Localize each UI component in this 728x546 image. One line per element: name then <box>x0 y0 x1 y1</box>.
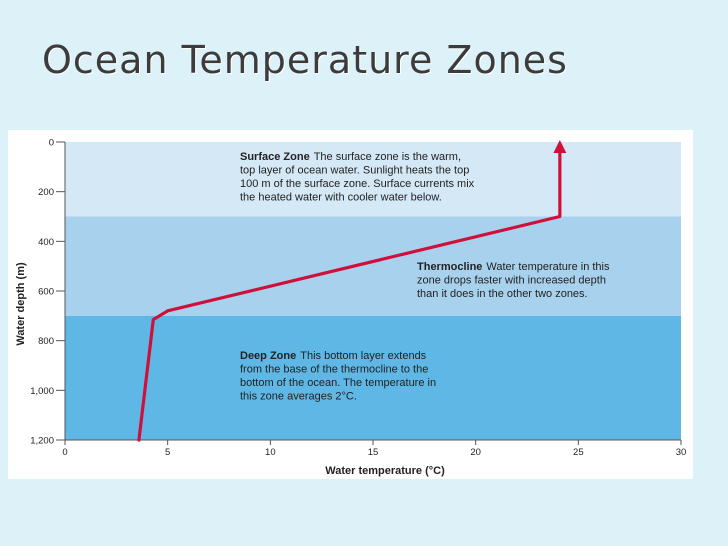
y-tick-label: 1,200 <box>30 436 54 447</box>
zone-heading: Thermocline <box>417 261 482 273</box>
zone-text-line: bottom of the ocean. The temperature in <box>240 377 436 389</box>
axes-layer: 0 200 400 600 800 1,000 1,200 0 5 10 15 20 25 30 Water… <box>15 138 686 478</box>
zone-text-line: zone drops faster with increased depth <box>417 275 606 287</box>
zone-band-surface <box>65 142 681 217</box>
zone-text-line: this zone averages 2°C. <box>240 391 357 403</box>
x-tick-label: 30 <box>676 447 687 458</box>
y-tick-label: 0 <box>49 138 54 149</box>
x-tick-label: 20 <box>470 447 481 458</box>
y-axis-title: Water depth (m) <box>15 262 27 346</box>
temperature-profile-layer <box>137 140 567 442</box>
zone-text-line-body: Water temperature in this <box>486 261 610 273</box>
y-tick-label: 600 <box>38 287 54 298</box>
zone-text-line: from the base of the thermocline to the <box>240 364 428 376</box>
x-tick-label: 0 <box>62 447 67 458</box>
zone-text-line-body: zone drops faster with increased depth <box>417 275 606 287</box>
zone-heading: Surface Zone <box>240 151 310 163</box>
zone-descriptions-layer: Surface Zone The surface zone is the warm… <box>240 151 610 403</box>
zone-text-deep: Deep Zone This bottom layer extends from t… <box>240 350 436 403</box>
ocean-temperature-chart: 0 200 400 600 800 1,000 1,200 0 5 10 15 20 25 30 Water… <box>15 138 686 478</box>
zone-text-line: Surface Zone The surface zone is the warm… <box>240 151 461 163</box>
y-tick-label: 400 <box>38 237 54 248</box>
y-tick-label: 800 <box>38 336 54 347</box>
x-tick-label: 5 <box>165 447 170 458</box>
slide-title: Ocean Temperature Zones <box>42 38 568 82</box>
zones-layer <box>65 142 681 440</box>
zone-text-line-body: bottom of the ocean. The temperature in <box>240 377 436 389</box>
zone-text-surface: Surface Zone The surface zone is the warm… <box>240 151 475 204</box>
zone-text-line: Deep Zone This bottom layer extends <box>240 350 427 362</box>
zone-text-line: Thermocline Water temperature in this <box>417 261 610 273</box>
zone-text-line: the heated water with cooler water below… <box>240 192 442 204</box>
zone-text-line: than it does in the other two zones. <box>417 288 588 300</box>
zone-band-thermocline <box>65 216 681 316</box>
ocean-temperature-chart-panel: 0 200 400 600 800 1,000 1,200 0 5 10 15 20 25 30 Water… <box>8 130 693 479</box>
zone-text-line-body: The surface zone is the warm, <box>314 151 461 163</box>
zone-heading: Deep Zone <box>240 350 296 362</box>
y-tick-label: 200 <box>38 187 54 198</box>
zone-text-line-body: top layer of ocean water. Sunlight heats… <box>240 165 469 177</box>
y-tick-label: 1,000 <box>30 386 54 397</box>
zone-text-line-body: than it does in the other two zones. <box>417 288 588 300</box>
zone-text-line-body: This bottom layer extends <box>300 350 426 362</box>
x-tick-label: 25 <box>573 447 584 458</box>
zone-text-line-body: from the base of the thermocline to the <box>240 364 428 376</box>
zone-text-line-body: the heated water with cooler water below… <box>240 192 442 204</box>
zone-band-deep <box>65 315 681 440</box>
zone-text-line: top layer of ocean water. Sunlight heats… <box>240 165 469 177</box>
zone-text-line-body: 100 m of the surface zone. Surface curre… <box>240 178 475 190</box>
zone-text-line: 100 m of the surface zone. Surface curre… <box>240 178 475 190</box>
x-tick-label: 15 <box>368 447 379 458</box>
zone-text-thermocline: Thermocline Water temperature in this zone… <box>417 261 610 300</box>
x-tick-label: 10 <box>265 447 276 458</box>
zone-text-line-body: this zone averages 2°C. <box>240 391 357 403</box>
arrowhead-icon <box>553 140 567 153</box>
x-axis-title: Water temperature (°C) <box>325 465 445 477</box>
